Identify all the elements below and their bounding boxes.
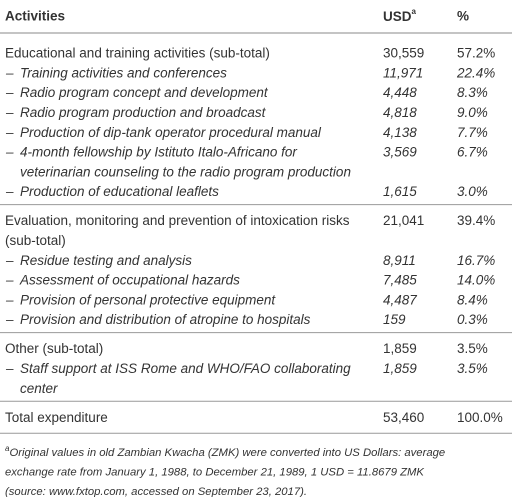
row-usd: 7,485 — [383, 273, 417, 288]
row-dash: – — [5, 253, 14, 268]
row-percent: 7.7% — [457, 125, 488, 140]
row-percent: 39.4% — [457, 213, 495, 228]
header-usd-note: a — [412, 7, 417, 16]
row-label: Production of educational leaflets — [20, 184, 219, 199]
row-dash: – — [5, 361, 14, 376]
row-usd: 4,138 — [383, 125, 417, 140]
row-label: 4-month fellowship by Istituto Italo-Afr… — [20, 145, 297, 160]
header-usd-text: USD — [383, 9, 412, 24]
footnote: aOriginal values in old Zambian Kwacha (… — [5, 444, 445, 459]
row-label: Radio program concept and development — [20, 85, 269, 100]
row-usd: 4,487 — [383, 292, 417, 307]
row-dash: – — [5, 105, 14, 120]
row-label: center — [20, 381, 58, 396]
row-label: (sub-total) — [5, 233, 66, 248]
row-dash: – — [5, 145, 14, 160]
row-usd: 3,569 — [383, 145, 417, 160]
row-label: Evaluation, monitoring and prevention of… — [5, 213, 350, 228]
row-usd: 11,971 — [383, 65, 423, 80]
row-label: Staff support at ISS Rome and WHO/FAO co… — [20, 361, 351, 376]
row-percent: 16.7% — [457, 253, 495, 268]
header-usd: USDa — [383, 7, 417, 23]
row-usd: 4,818 — [383, 105, 417, 120]
footnote-text: Original values in old Zambian Kwacha (Z… — [9, 447, 445, 459]
row-percent: 9.0% — [457, 105, 488, 120]
row-dash: – — [5, 85, 14, 100]
header-percent: % — [457, 9, 469, 24]
row-label: Provision and distribution of atropine t… — [20, 312, 311, 327]
row-dash: – — [5, 65, 14, 80]
row-usd: 1,859 — [383, 341, 417, 356]
row-percent: 6.7% — [457, 145, 488, 160]
row-percent: 57.2% — [457, 46, 495, 61]
row-usd: 21,041 — [383, 213, 424, 228]
row-percent: 3.5% — [457, 341, 488, 356]
header-activities: Activities — [5, 9, 65, 24]
footnote: (source: www.fxtop.com, accessed on Sept… — [5, 486, 307, 497]
row-label: Assessment of occupational hazards — [19, 273, 240, 288]
row-usd: 53,460 — [383, 410, 424, 425]
row-dash: – — [5, 292, 14, 307]
row-label: Total expenditure — [5, 410, 108, 425]
row-percent: 3.5% — [457, 361, 488, 376]
row-percent: 14.0% — [457, 273, 495, 288]
row-label: Production of dip-tank operator procedur… — [20, 125, 322, 140]
row-dash: – — [5, 125, 14, 140]
row-percent: 22.4% — [456, 65, 495, 80]
row-usd: 8,911 — [383, 253, 416, 268]
row-label: veterinarian counseling to the radio pro… — [20, 164, 351, 179]
footnote: exchange rate from January 1, 1988, to D… — [5, 467, 424, 479]
row-label: Training activities and conferences — [20, 65, 227, 80]
footnote-marker: a — [5, 444, 10, 453]
row-usd: 4,448 — [383, 85, 417, 100]
row-percent: 100.0% — [457, 410, 503, 425]
row-label: Residue testing and analysis — [20, 253, 192, 268]
row-percent: 8.3% — [457, 85, 488, 100]
row-dash: – — [5, 184, 14, 199]
row-percent: 0.3% — [457, 312, 488, 327]
row-label: Other (sub-total) — [5, 341, 103, 356]
footnote-text: exchange rate from January 1, 1988, to D… — [5, 467, 424, 479]
row-label: Provision of personal protective equipme… — [20, 292, 276, 307]
row-usd: 1,615 — [383, 184, 417, 199]
row-percent: 3.0% — [457, 184, 488, 199]
row-label: Educational and training activities (sub… — [5, 46, 270, 61]
row-usd: 159 — [383, 312, 406, 327]
row-percent: 8.4% — [457, 292, 488, 307]
row-dash: – — [5, 312, 14, 327]
row-dash: – — [5, 273, 14, 288]
footnote-text: (source: www.fxtop.com, accessed on Sept… — [5, 486, 307, 497]
row-usd: 1,859 — [383, 361, 417, 376]
row-label: Radio program production and broadcast — [20, 105, 267, 120]
row-usd: 30,559 — [383, 46, 424, 61]
